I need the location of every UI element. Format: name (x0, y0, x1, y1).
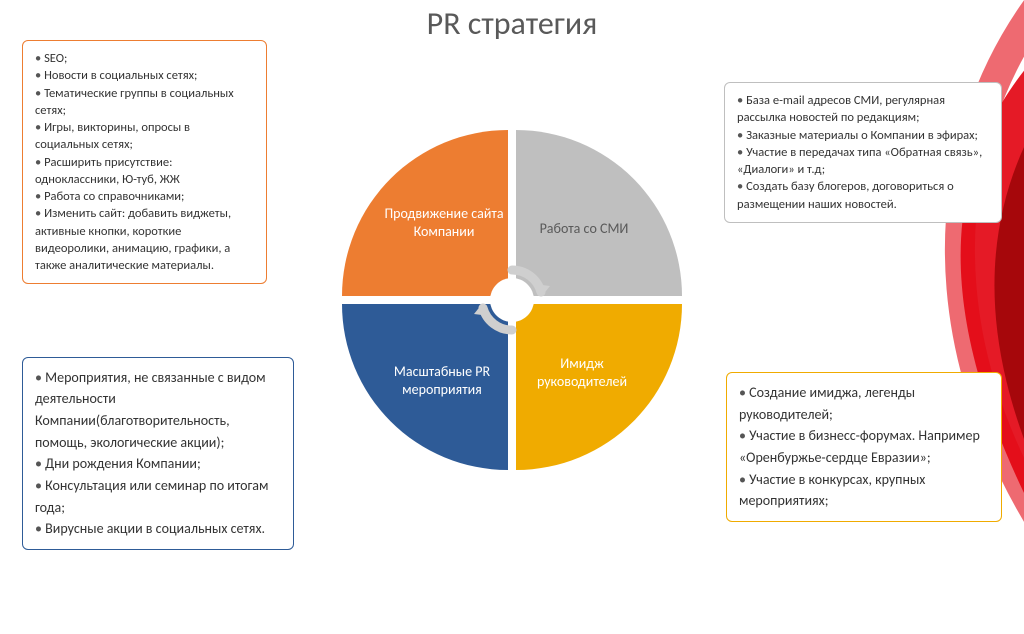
list-item: Работа со справочниками; (35, 188, 254, 205)
page-title: PR стратегия (0, 4, 1024, 43)
list-item: Новости в социальных сетях; (35, 67, 254, 84)
panel-tr-list: База e-mail адресов СМИ, регулярная расс… (737, 92, 989, 213)
panel-tl: SEO;Новости в социальных сетях;Тематичес… (22, 40, 267, 284)
quadrant-wheel: Продвижение сайта Компании Работа со СМИ… (342, 130, 682, 470)
list-item: Участие в конкурсах, крупных мероприятия… (739, 469, 989, 512)
quadrant-label-tr: Работа со СМИ (524, 220, 644, 238)
quadrant-label-bl: Масштабные PR мероприятия (382, 363, 502, 398)
panel-br: Создание имиджа, легенды руководителей;У… (726, 372, 1002, 522)
panel-tl-list: SEO;Новости в социальных сетях;Тематичес… (35, 50, 254, 274)
quadrant-label-br: Имидж руководителей (522, 355, 642, 390)
list-item: SEO; (35, 50, 254, 67)
panel-bl-list: Мероприятия, не связанные с видом деятел… (35, 367, 281, 541)
panel-bl: Мероприятия, не связанные с видом деятел… (22, 357, 294, 551)
list-item: Участие в передачах типа «Обратная связь… (737, 144, 989, 179)
list-item: Мероприятия, не связанные с видом деятел… (35, 367, 281, 454)
cycle-arrows-icon (472, 260, 552, 340)
list-item: Дни рождения Компании; (35, 453, 281, 475)
list-item: Участие в бизнесс-форумах. Например «Оре… (739, 425, 989, 468)
list-item: Создание имиджа, легенды руководителей; (739, 382, 989, 425)
list-item: База e-mail адресов СМИ, регулярная расс… (737, 92, 989, 127)
list-item: Создать базу блогеров, договориться о ра… (737, 178, 989, 213)
quadrant-label-tl: Продвижение сайта Компании (384, 205, 504, 240)
list-item: Заказные материалы о Компании в эфирах; (737, 127, 989, 144)
list-item: Игры, викторины, опросы в социальных сет… (35, 119, 254, 154)
list-item: Консультация или семинар по итогам года; (35, 475, 281, 518)
list-item: Расширить присутствие: одноклассники, Ю-… (35, 154, 254, 189)
panel-tr: База e-mail адресов СМИ, регулярная расс… (724, 82, 1002, 223)
list-item: Тематические группы в социальных сетях; (35, 85, 254, 120)
panel-br-list: Создание имиджа, легенды руководителей;У… (739, 382, 989, 512)
list-item: Изменить сайт: добавить виджеты, активны… (35, 205, 254, 274)
list-item: Вирусные акции в социальных сетях. (35, 518, 281, 540)
